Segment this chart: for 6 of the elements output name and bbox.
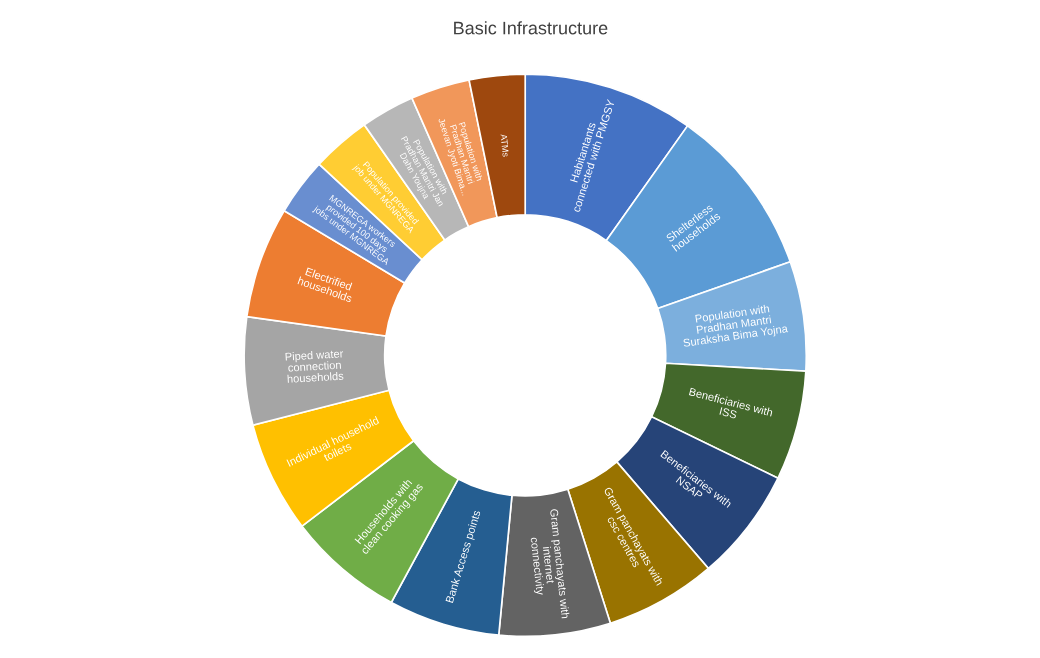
slice-label: ATMs <box>500 133 510 157</box>
slice-label: Bank Access points <box>445 509 483 604</box>
slice-label: Gram panchayats with internet connectivity <box>528 508 570 619</box>
slice-label: Piped water connection households <box>285 349 344 383</box>
chart-title: Basic Infrastructure <box>454 21 608 35</box>
slice-label: Population with Pradhan Mantri Suraksha Bima Yojna <box>682 304 789 350</box>
